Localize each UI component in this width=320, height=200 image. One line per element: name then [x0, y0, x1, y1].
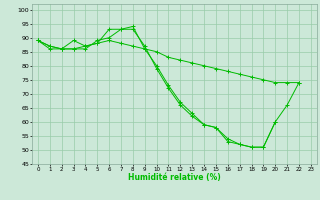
X-axis label: Humidité relative (%): Humidité relative (%) — [128, 173, 221, 182]
